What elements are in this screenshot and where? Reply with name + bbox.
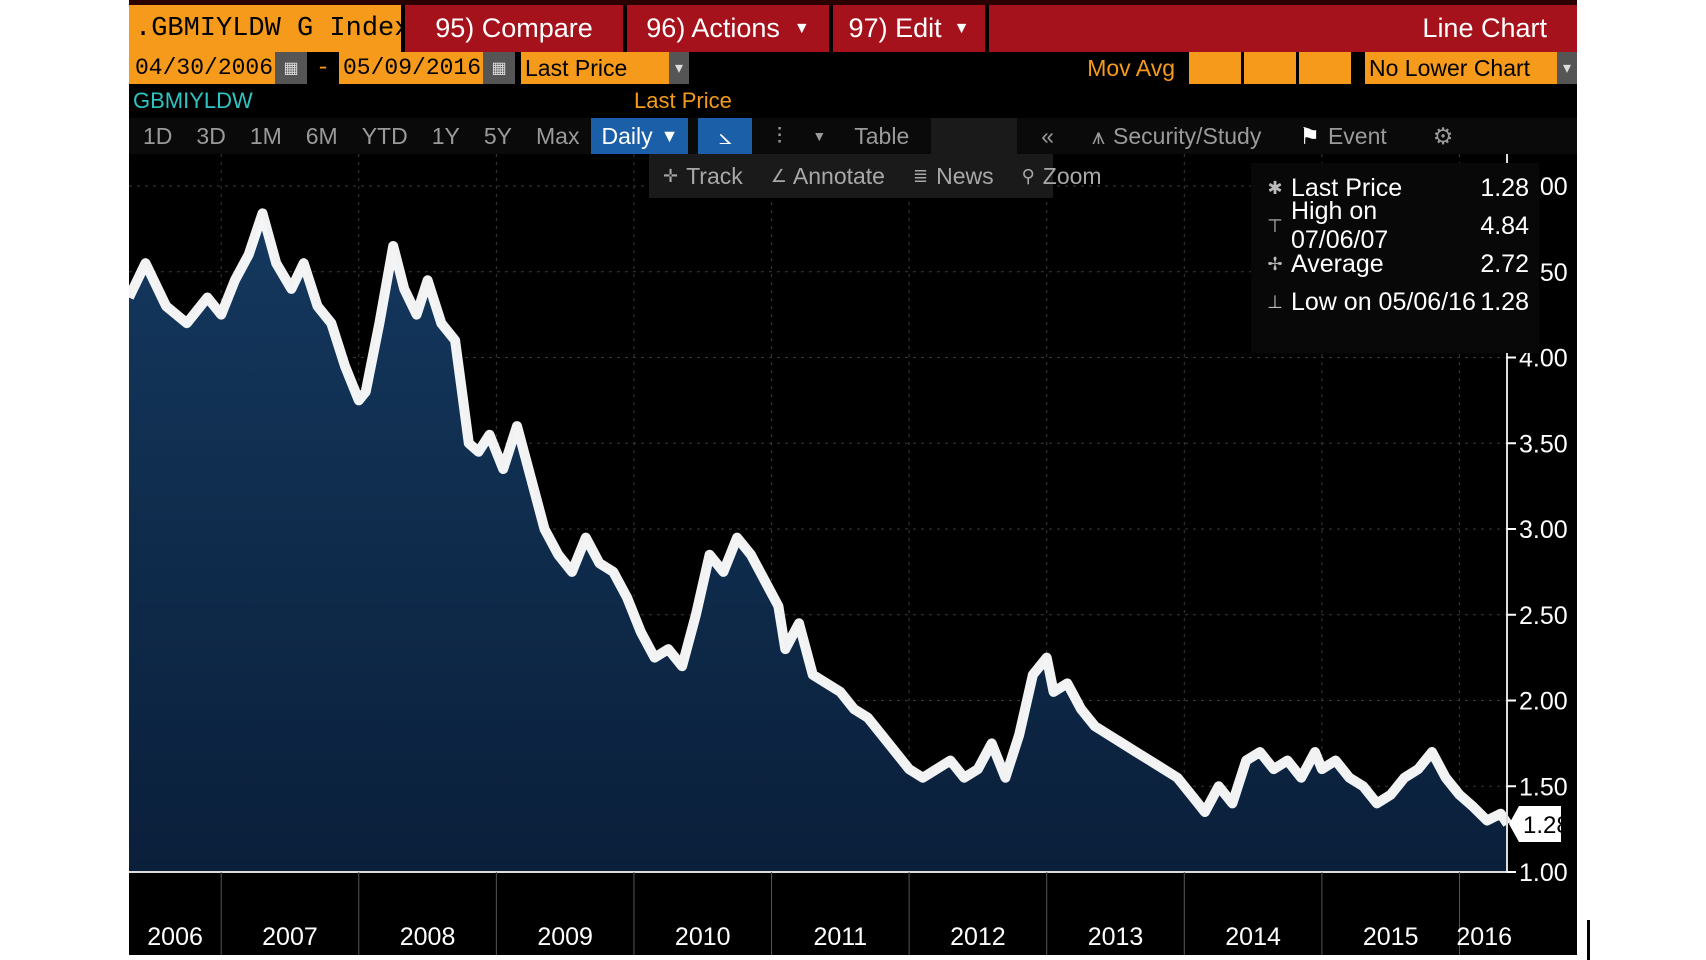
candlestick-icon[interactable]: ⫶ [776,122,783,149]
legend-high: ⊤ High on 07/06/07 4.84 [1259,197,1529,254]
news-tool[interactable]: ≣ News [912,162,994,189]
actions-label: 96) Actions [646,13,780,43]
end-date-input[interactable]: 05/09/2016 [339,52,483,84]
collapse-icon[interactable]: « [1041,122,1055,149]
range-max-button[interactable]: Max [536,122,580,149]
legend-low: ⊥ Low on 05/06/16 1.28 [1259,285,1529,319]
x-axis-ticks: 2006 2007 2008 2009 2010 2011 2012 2013 2014 2015… [147,872,1512,955]
range-5y-button[interactable]: 5Y [483,122,512,149]
chevron-down-icon[interactable]: ▼ [812,128,827,144]
chevron-down-icon: ▼ [793,19,810,37]
x-tick-label: 2006 [147,923,203,951]
news-icon: ≣ [912,165,929,186]
star-icon: ✱ [1267,177,1283,198]
legend-average: ✢ Average 2.72 [1259,247,1529,281]
x-tick-label: 2010 [675,923,731,951]
date-dash: - [316,55,330,81]
x-tick-label: 2008 [400,923,456,951]
y-tick-label: 3.50 [1519,430,1568,458]
chart-tool-panel: ✛ Track ∠ Annotate ≣ News ⚲ Zoom [649,154,1102,198]
flag-icon: ⚑ [1299,122,1320,149]
x-tick-label: 2013 [1088,923,1144,951]
event-button[interactable]: ⚑ Event [1299,122,1387,149]
mov-avg-label: Mov Avg [1087,54,1175,81]
label-bar: GBMIYLDW Last Price [129,84,1577,117]
x-tick-label: 2011 [813,923,867,951]
lower-chart-select[interactable]: No Lower Chart [1365,52,1557,84]
pencil-icon: ∠ [770,165,787,186]
actions-menu[interactable]: 96) Actions ▼ [627,5,829,52]
range-1y-button[interactable]: 1Y [431,122,460,149]
compare-button[interactable]: 95) Compare [405,5,623,52]
chevron-down-icon: ▼ [660,125,679,146]
edit-label: 97) Edit [848,13,942,43]
start-date-input[interactable]: 04/30/2006 [129,52,275,84]
security-study-button[interactable]: ⩚ Security/Study [1092,122,1262,149]
x-tick-label: 2012 [950,923,1006,951]
table-button[interactable]: Table [854,122,910,149]
line-chart-icon[interactable]: ⦣ [698,118,753,154]
y-tick-label: 2.00 [1519,688,1568,716]
date-range-bar: 04/30/2006 ▦ - 05/09/2016 ▦ Last Price ▾… [129,52,1577,84]
range-ytd-button[interactable]: YTD [361,122,408,149]
range-1m-button[interactable]: 1M [249,122,282,149]
magnifier-icon: ⚲ [1021,165,1035,186]
low-marker-icon: ⊥ [1267,291,1283,312]
field-title: Last Price [634,87,732,113]
price-area-fill [129,213,1508,872]
calendar-icon[interactable]: ▦ [483,52,515,84]
crosshair-icon: ✛ [663,165,679,186]
frequency-select[interactable]: Daily ▼ [591,118,689,154]
zoom-tool[interactable]: ⚲ Zoom [1021,162,1102,189]
range-6m-button[interactable]: 6M [305,122,338,149]
title-bar: .GBMIYLDW G Index 95) Compare 96) Action… [129,0,1577,52]
chevron-down-icon: ▼ [953,19,970,37]
x-tick-label: 2016 [1456,923,1512,951]
text-cursor [1587,920,1590,960]
mov-avg-input-1[interactable] [1189,52,1241,84]
high-marker-icon: ⊤ [1267,215,1283,236]
average-marker-icon: ✢ [1267,253,1283,274]
frequency-label: Daily [601,122,653,149]
bloomberg-terminal-window: .GBMIYLDW G Index 95) Compare 96) Action… [129,0,1577,955]
mov-avg-input-2[interactable] [1244,52,1296,84]
security-label: GBMIYLDW [133,87,253,113]
settings-gear-icon[interactable]: ⚙ [1432,122,1454,149]
y-tick-label: 3.00 [1519,516,1568,544]
chevron-down-icon[interactable]: ▾ [669,52,689,84]
y-tick-label: 1.00 [1519,859,1568,887]
chevron-down-icon[interactable]: ▾ [1557,52,1577,84]
range-1d-button[interactable]: 1D [143,122,173,149]
range-toolbar: 1D 3D 1M 6M YTD 1Y 5Y Max Daily ▼ ⦣ ⫶ ▼ … [129,118,1577,154]
x-tick-label: 2007 [262,923,318,951]
chart-type-label: Line Chart [989,5,1577,52]
y-tick-label: 2.50 [1519,602,1568,630]
legend-last-price: ✱ Last Price 1.28 [1259,171,1529,205]
x-tick-label: 2015 [1363,923,1419,951]
annotate-tool[interactable]: ∠ Annotate [770,162,885,189]
calendar-icon[interactable]: ▦ [275,52,307,84]
mov-avg-input-3[interactable] [1299,52,1351,84]
range-3d-button[interactable]: 3D [196,122,226,149]
chart-area[interactable]: 1.28 1.001.502.002.503.003.504.004.505.0… [129,0,1577,955]
track-tool[interactable]: ✛ Track [663,162,743,189]
edit-menu[interactable]: 97) Edit ▼ [833,5,985,52]
ticker-field[interactable]: .GBMIYLDW G Index [129,5,410,52]
field-select[interactable]: Last Price [521,52,669,84]
last-value-tag: 1.28 [1523,812,1570,839]
study-icon: ⩚ [1092,122,1106,149]
x-tick-label: 2014 [1225,923,1281,951]
last-value-tag-bg [1509,805,1561,842]
x-tick-label: 2009 [537,923,593,951]
price-area [129,208,1512,872]
y-tick-label: 1.50 [1519,773,1568,801]
chart-legend[interactable]: ✱ Last Price 1.28 ⊤ High on 07/06/07 4.8… [1251,163,1539,353]
price-line [129,208,1512,827]
